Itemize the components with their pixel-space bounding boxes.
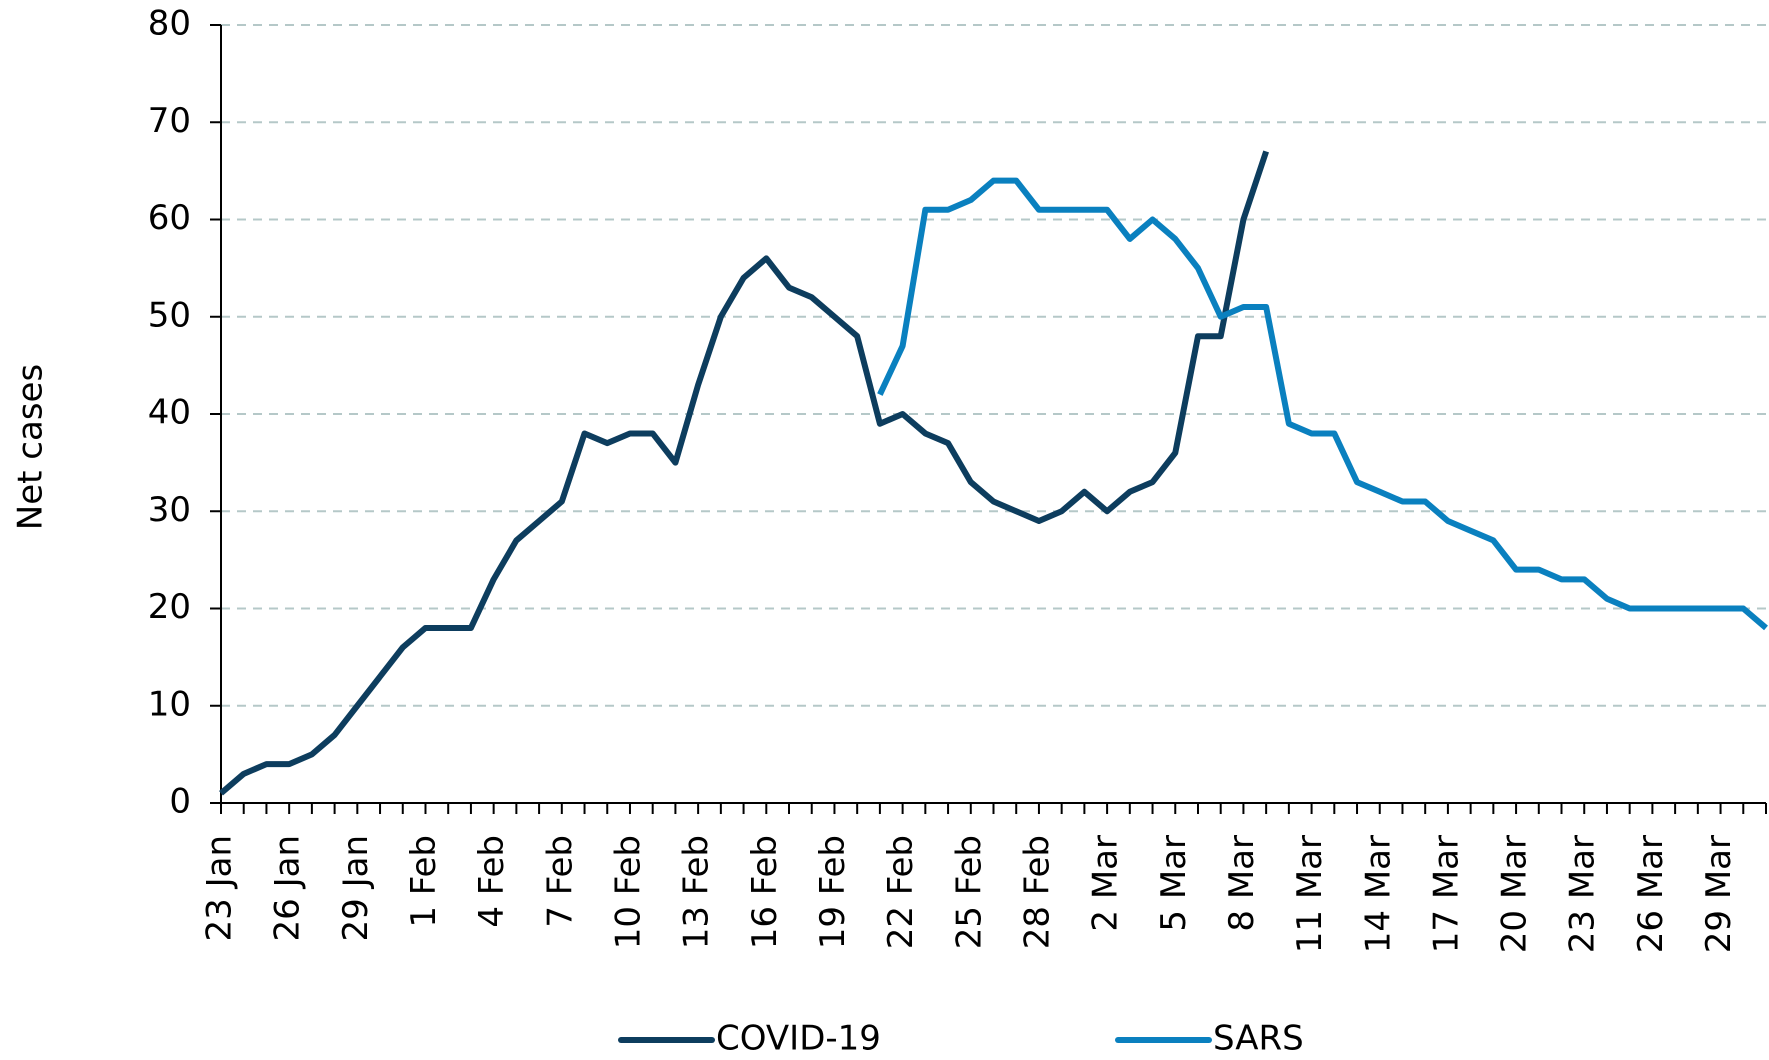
x-tick-label: 17 Mar bbox=[1426, 835, 1466, 953]
y-tick-label: 20 bbox=[148, 587, 191, 627]
x-tick-label: 11 Mar bbox=[1290, 835, 1330, 953]
x-tick-label: 25 Feb bbox=[949, 835, 989, 949]
y-axis-label: Net cases bbox=[11, 364, 51, 530]
legend-label: SARS bbox=[1213, 1019, 1304, 1057]
x-tick-label: 8 Mar bbox=[1222, 835, 1262, 932]
x-tick-label: 13 Feb bbox=[677, 835, 717, 949]
x-tick-label: 1 Feb bbox=[404, 835, 444, 928]
x-tick-label: 5 Mar bbox=[1154, 835, 1194, 932]
y-tick-label: 10 bbox=[148, 684, 191, 724]
x-tick-label: 26 Mar bbox=[1631, 835, 1671, 953]
y-tick-label: 80 bbox=[148, 4, 191, 44]
x-tick-label: 20 Mar bbox=[1495, 835, 1535, 953]
x-tick-label: 23 Jan bbox=[200, 835, 240, 941]
x-tick-label: 28 Feb bbox=[1017, 835, 1057, 949]
x-tick-label: 14 Mar bbox=[1358, 835, 1398, 953]
data-line bbox=[219, 150, 1269, 796]
y-tick-label: 50 bbox=[148, 295, 191, 335]
x-tick-label: 2 Mar bbox=[1086, 835, 1126, 932]
x-tick-label: 22 Feb bbox=[881, 835, 921, 949]
y-tick-label: 70 bbox=[148, 101, 191, 141]
y-tick-label: 0 bbox=[169, 782, 191, 822]
x-tick-label: 16 Feb bbox=[745, 835, 785, 949]
x-tick-label: 26 Jan bbox=[268, 835, 308, 941]
data-line bbox=[877, 177, 1768, 631]
x-tick-label: 29 Mar bbox=[1699, 835, 1739, 953]
y-tick-label: 60 bbox=[148, 198, 191, 238]
y-tick-label: 30 bbox=[148, 490, 191, 530]
legend-label: COVID-19 bbox=[716, 1019, 881, 1057]
x-tick-label: 4 Feb bbox=[472, 835, 512, 928]
x-tick-label: 7 Feb bbox=[540, 835, 580, 928]
x-tick-label: 10 Feb bbox=[608, 835, 648, 949]
x-tick-label: 23 Mar bbox=[1563, 835, 1603, 953]
x-tick-label: 29 Jan bbox=[336, 835, 376, 941]
y-tick-label: 40 bbox=[148, 393, 191, 433]
x-tick-label: 19 Feb bbox=[813, 835, 853, 949]
